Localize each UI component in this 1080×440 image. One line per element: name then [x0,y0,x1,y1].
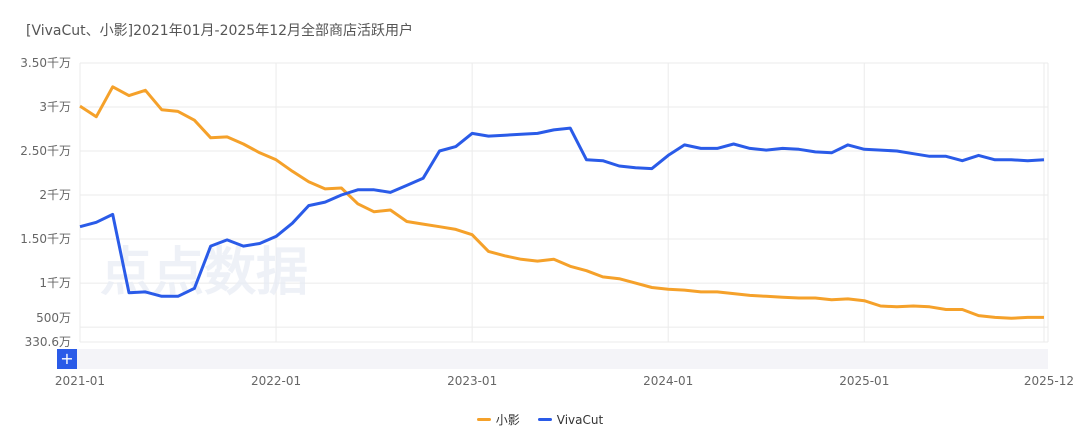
range-slider-track[interactable] [57,349,1048,369]
chart-title: [VivaCut、小影]2021年01月-2025年12月全部商店活跃用户 [26,23,414,39]
y-tick-label: 330.6万 [25,335,71,349]
series-line-xiaoying [79,85,1044,320]
series-lines [79,85,1045,320]
y-tick-label: 500万 [36,311,71,325]
legend-item-vivacut[interactable]: VivaCut [537,411,604,428]
legend-label: 小影 [495,413,520,427]
x-tick-label: 2021-01 [55,374,105,388]
x-tick-label: 2024-01 [643,374,693,388]
range-slider-handle-button[interactable] [57,349,77,369]
y-tick-label: 2千万 [39,188,71,202]
legend: 小影 VivaCut [0,411,1080,428]
legend-label: VivaCut [556,412,604,427]
y-tick-label: 3千万 [39,100,71,114]
x-tick-label: 2025-01 [839,374,889,388]
series-line-vivacut [79,126,1045,298]
legend-swatch [476,418,491,421]
y-tick-label: 2.50千万 [20,144,71,158]
x-tick-label: 2023-01 [447,374,497,388]
y-tick-label: 3.50千万 [20,56,71,70]
x-tick-label: 2025-12 [1024,374,1074,388]
plus-icon: + [60,349,73,368]
y-tick-label: 1千万 [39,276,71,290]
x-tick-label: 2022-01 [251,374,301,388]
legend-item-xiaoying[interactable]: 小影 [476,411,520,428]
y-tick-label: 1.50千万 [20,232,71,246]
legend-swatch [537,418,552,421]
y-axis: 3.50千万 3千万 2.50千万 2千万 1.50千万 1千万 500万 330.6万 [20,56,71,349]
x-axis: 2021-01 2022-01 2023-01 2024-01 2025-01 2025-… [55,374,1074,388]
